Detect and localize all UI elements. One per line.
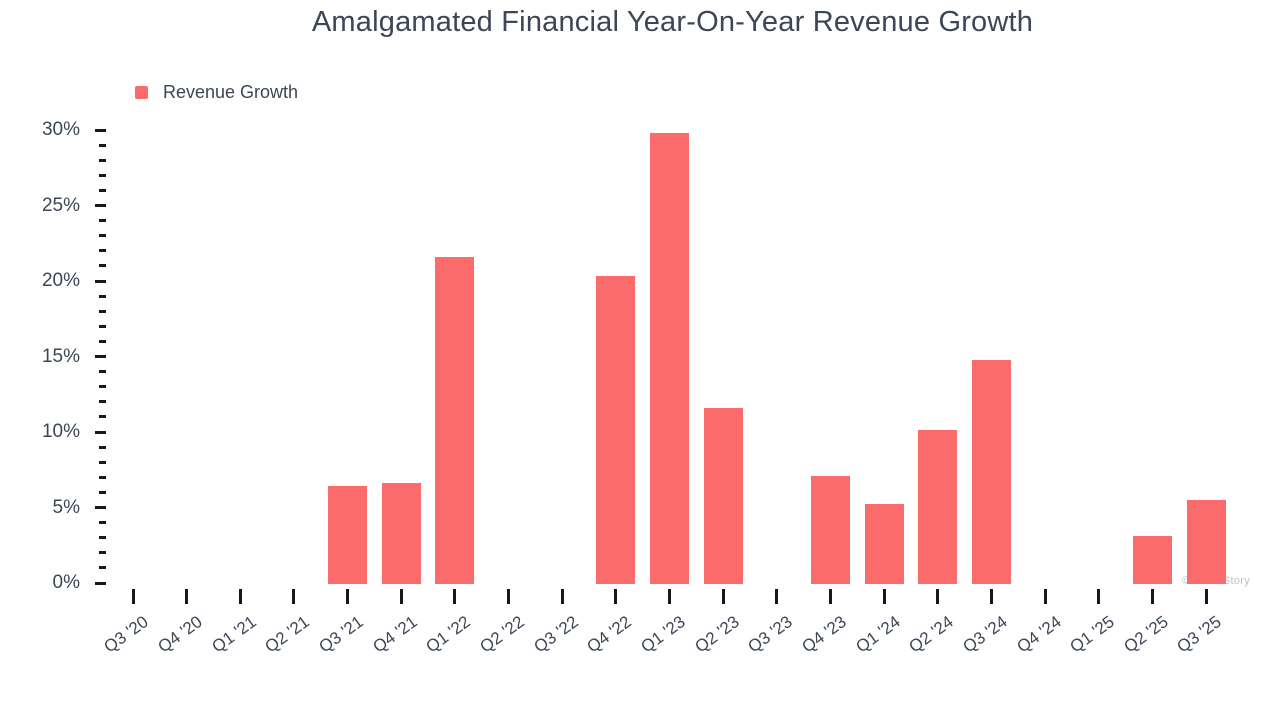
legend-swatch [135, 86, 148, 99]
x-axis-tick [1204, 589, 1208, 604]
y-axis-minor-tick [99, 370, 106, 374]
x-axis-tick [507, 589, 511, 604]
x-axis-tick-label: Q4 '24 [1012, 612, 1065, 657]
x-axis-tick-label: Q4 '23 [798, 612, 850, 657]
x-axis-tick-label: Q2 '22 [476, 612, 528, 657]
bar-q422 [596, 276, 636, 584]
bar-q324 [971, 359, 1011, 584]
x-axis-tick-label: Q1 '22 [422, 612, 475, 657]
y-axis-minor-tick [99, 188, 106, 192]
x-axis-tick [453, 589, 457, 604]
bar-q223 [703, 407, 743, 584]
y-axis-tick-label: 15% [41, 345, 80, 367]
y-axis-major-tick [95, 204, 106, 207]
bar-q325 [1186, 499, 1226, 584]
y-axis-minor-tick [99, 143, 106, 147]
chart-title: Amalgamated Financial Year-On-Year Reven… [311, 6, 1034, 38]
y-axis-minor-tick [99, 521, 106, 525]
bar-q123 [650, 133, 689, 584]
y-axis-tick-label: 20% [41, 270, 80, 291]
x-axis-tick [560, 589, 564, 604]
y-axis-tick-label: 30% [41, 119, 80, 140]
y-axis-minor-tick [99, 219, 106, 223]
x-axis-tick-label: Q3 '25 [1173, 612, 1226, 657]
y-axis-tick-label: 25% [41, 194, 80, 216]
x-axis-tick [721, 589, 725, 604]
x-axis-tick-label: Q4 '22 [583, 612, 636, 657]
legend-label: Revenue Growth [163, 82, 299, 102]
x-axis-tick [292, 589, 296, 604]
x-axis-tick-label: Q1 '21 [208, 612, 260, 657]
y-axis-minor-tick [99, 264, 106, 268]
bar-q321 [328, 486, 368, 584]
legend: Revenue Growth [135, 82, 298, 103]
y-axis-minor-tick [99, 475, 106, 479]
x-axis-tick [1150, 589, 1154, 604]
y-axis-minor-tick [99, 339, 106, 343]
x-axis-tick [131, 589, 135, 604]
x-axis-tick-label: Q4 '21 [369, 612, 421, 657]
y-axis-tick-label: 10% [41, 421, 80, 442]
x-axis-tick [936, 589, 940, 604]
y-axis-minor-tick [99, 566, 106, 570]
x-axis-tick-label: Q3 '23 [744, 612, 796, 657]
y-axis-major-tick [95, 279, 106, 283]
x-axis-tick [668, 589, 671, 604]
x-axis-tick [989, 589, 993, 604]
x-axis-tick [614, 589, 618, 604]
y-axis-tick-label: 5% [52, 496, 80, 518]
y-axis-major-tick [95, 581, 106, 585]
x-axis-tick-label: Q1 '23 [637, 612, 689, 657]
y-axis-minor-tick [99, 309, 106, 313]
y-axis-tick-label: 0% [52, 572, 80, 593]
bar-q225 [1132, 536, 1172, 584]
x-axis-tick [399, 589, 403, 604]
y-axis-minor-tick [99, 158, 106, 162]
bar-q124 [864, 504, 904, 584]
x-axis-tick-label: Q2 '23 [691, 612, 743, 657]
y-axis-minor-tick [99, 385, 106, 389]
y-axis-minor-tick [99, 324, 106, 328]
y-axis-major-tick [95, 506, 106, 509]
x-axis-tick [828, 589, 832, 604]
y-axis-minor-tick [99, 445, 106, 449]
y-axis-minor-tick [99, 173, 106, 177]
bar-q421 [381, 483, 421, 584]
x-axis-tick-label: Q3 '22 [530, 612, 582, 657]
bar-q122 [435, 256, 475, 584]
x-axis-tick-label: Q3 '24 [959, 612, 1011, 657]
y-axis-minor-tick [99, 460, 106, 464]
x-axis-tick [238, 589, 242, 604]
y-axis-minor-tick [99, 536, 106, 540]
x-axis-tick-label: Q4 '20 [154, 612, 206, 657]
y-axis-minor-tick [99, 294, 106, 298]
y-axis-minor-tick [99, 234, 106, 238]
x-axis-tick [775, 589, 779, 604]
x-axis-tick-label: Q3 '20 [100, 612, 153, 657]
bar-q224 [918, 430, 958, 584]
x-axis-tick-label: Q2 '25 [1120, 612, 1172, 657]
y-axis-minor-tick [99, 415, 106, 419]
y-axis-major-tick [95, 355, 106, 358]
x-axis-tick [346, 589, 350, 604]
x-axis-tick-label: Q1 '25 [1066, 612, 1118, 657]
x-axis-tick-label: Q2 '21 [261, 612, 314, 657]
y-axis-minor-tick [99, 400, 106, 404]
x-axis-tick-label: Q2 '24 [905, 612, 957, 657]
bar-q423 [810, 475, 850, 584]
y-axis-major-tick [95, 430, 106, 434]
y-axis-major-tick [95, 128, 106, 132]
x-axis-tick-label: Q1 '24 [852, 612, 904, 657]
x-axis-tick [185, 589, 189, 604]
y-axis-minor-tick [99, 551, 106, 555]
x-axis-tick [882, 589, 886, 604]
y-axis-minor-tick [99, 249, 106, 253]
x-axis-tick [1043, 589, 1047, 604]
x-axis-tick-label: Q3 '21 [315, 612, 367, 657]
y-axis-minor-tick [99, 490, 106, 494]
x-axis-tick [1097, 589, 1101, 604]
